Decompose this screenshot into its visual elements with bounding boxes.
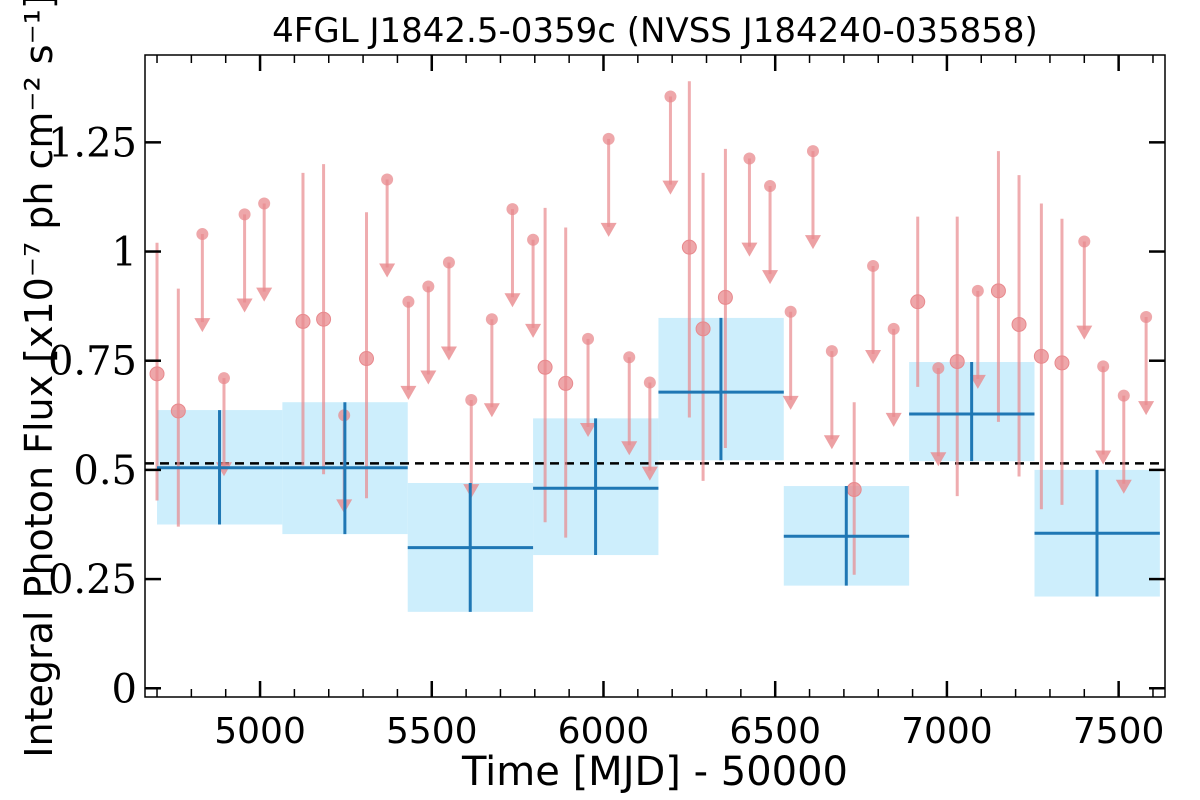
upper-limit-point [196, 228, 209, 241]
x-tick-label: 7000 [901, 711, 993, 752]
upper-limit-point [402, 295, 415, 308]
fine-bin-point [1054, 355, 1070, 371]
upper-limit-arrowhead [1095, 450, 1112, 465]
upper-limit-point [422, 280, 435, 293]
upper-limit-arrowhead [741, 242, 758, 257]
upper-limit-point [442, 256, 455, 269]
upper-limit-point [582, 332, 595, 345]
fine-bin-point [295, 313, 311, 329]
upper-limit-arrowhead [662, 180, 679, 195]
upper-limit-arrowhead [440, 346, 457, 361]
upper-limit-point [887, 322, 900, 335]
y-tick-label: 0.25 [48, 557, 137, 603]
fine-bin-point [1011, 316, 1027, 332]
upper-limit-point [1117, 389, 1130, 402]
y-axis-label: Integral Photon Flux [x10⁻⁷ ph cm⁻² s⁻¹] [17, 0, 61, 758]
fine-bin-point [681, 239, 697, 255]
fine-bin-point [846, 482, 862, 498]
fine-bin-point [170, 403, 186, 419]
fine-bin-point [949, 354, 965, 370]
upper-limit-point [867, 259, 880, 272]
upper-limit-point [1097, 360, 1110, 373]
upper-limit-arrowhead [420, 370, 437, 385]
upper-limit-arrowhead [236, 298, 253, 313]
upper-limit-point [664, 90, 677, 103]
x-tick-label: 7500 [1073, 711, 1165, 752]
fine-bin-point [359, 351, 375, 367]
upper-limit-arrowhead [865, 350, 882, 365]
upper-limit-arrowhead [762, 270, 779, 285]
upper-limit-arrowhead [600, 222, 617, 237]
upper-limit-point [238, 208, 251, 221]
fine-bin-point [695, 321, 711, 337]
upper-limit-arrowhead [621, 441, 638, 456]
upper-limit-point [258, 197, 271, 210]
upper-limit-arrowhead [400, 385, 417, 400]
upper-limit-point [825, 345, 838, 358]
upper-limit-point [806, 145, 819, 158]
upper-limit-arrowhead [641, 466, 658, 481]
y-tick-label: 0.75 [48, 339, 137, 385]
upper-limit-arrowhead [525, 323, 542, 338]
fine-bin-point [537, 359, 553, 375]
upper-limit-arrowhead [804, 235, 821, 250]
upper-limit-arrowhead [379, 263, 396, 278]
upper-limit-point [465, 394, 478, 407]
fine-bin-point [990, 283, 1006, 299]
upper-limit-point [764, 180, 777, 193]
upper-limit-point [527, 233, 540, 246]
upper-limit-point [602, 132, 615, 145]
upper-limit-point [217, 372, 230, 385]
upper-limit-point [932, 362, 945, 375]
x-tick-label: 5000 [214, 711, 306, 752]
fine-bin-points [149, 81, 1155, 575]
upper-limit-point [1078, 235, 1091, 248]
upper-limit-point [623, 351, 636, 364]
upper-limit-arrowhead [885, 412, 902, 427]
upper-limit-arrowhead [194, 318, 211, 333]
y-tick-label: 1 [112, 230, 137, 276]
upper-limit-arrowhead [256, 287, 273, 302]
axis-ticks [145, 55, 1165, 697]
upper-limit-point [784, 305, 797, 318]
x-tick-labels: 5000 5500 6000 6500 7000 7500 [214, 711, 1164, 752]
upper-limit-point [1140, 311, 1153, 324]
upper-limit-point [971, 284, 984, 297]
upper-limit-arrowhead [823, 435, 840, 450]
y-tick-label: 0 [112, 666, 137, 712]
upper-limit-point [643, 376, 656, 389]
x-tick-label: 5500 [386, 711, 478, 752]
upper-limit-arrowhead [930, 452, 947, 467]
upper-limit-arrowhead [1138, 401, 1155, 416]
upper-limit-point [743, 152, 756, 165]
fine-bin-point [558, 375, 574, 391]
x-tick-label: 6000 [558, 711, 650, 752]
upper-limit-point [381, 173, 394, 186]
upper-limit-arrowhead [580, 422, 597, 437]
upper-limit-arrowhead [969, 374, 986, 389]
upper-limit-arrowhead [782, 395, 799, 410]
fine-bin-point [1033, 348, 1049, 364]
upper-limit-arrowhead [504, 293, 521, 308]
y-tick-labels: 0 0.25 0.5 0.75 1 1.25 [48, 120, 137, 712]
upper-limit-arrowhead [1076, 325, 1093, 340]
coarse-bin-points [157, 317, 1160, 612]
fine-bin-point [910, 294, 926, 310]
fine-bin-point [316, 311, 332, 327]
chart-title: 4FGL J1842.5-0359c (NVSS J184240-035858) [272, 11, 1038, 51]
upper-limit-point [506, 203, 519, 216]
upper-limit-point [485, 313, 498, 326]
upper-limit-arrowhead [483, 403, 500, 418]
upper-limit-arrowhead [1115, 479, 1132, 494]
fine-bin-point [717, 289, 733, 305]
x-axis-label: Time [MJD] - 50000 [461, 749, 848, 795]
coarse-bin-bands [157, 317, 1160, 612]
plot-frame [144, 54, 1166, 698]
x-tick-label: 6500 [729, 711, 821, 752]
y-tick-label: 0.5 [73, 448, 137, 494]
y-tick-label: 1.25 [48, 120, 137, 166]
fine-bin-point [149, 366, 165, 382]
